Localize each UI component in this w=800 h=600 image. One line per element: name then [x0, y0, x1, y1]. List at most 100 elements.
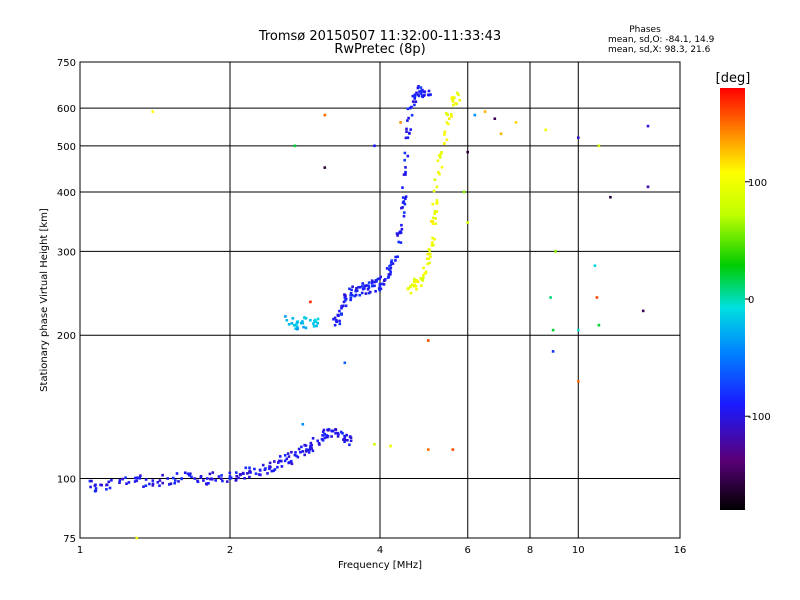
data-point	[190, 475, 193, 479]
data-point	[287, 455, 291, 458]
data-point	[351, 285, 354, 288]
data-point	[302, 325, 305, 329]
data-point	[340, 305, 344, 308]
data-point	[235, 475, 238, 478]
data-point	[433, 237, 436, 241]
data-point	[331, 429, 334, 433]
data-point	[174, 479, 177, 482]
data-point	[450, 97, 454, 101]
data-point	[161, 473, 164, 477]
data-point	[118, 479, 122, 482]
data-point	[445, 138, 449, 142]
data-point	[401, 201, 405, 204]
scatter-point	[462, 190, 466, 194]
data-point	[183, 471, 187, 474]
y-axis-label: Stationary phase Virtual Height [km]	[39, 208, 50, 392]
data-point	[378, 288, 381, 292]
data-point	[136, 476, 139, 479]
data-point	[295, 454, 298, 458]
data-point	[296, 327, 299, 330]
scatter-point	[551, 328, 555, 332]
data-point	[297, 447, 301, 451]
data-point	[438, 172, 441, 176]
data-point	[309, 441, 313, 445]
data-point	[387, 275, 391, 278]
data-point	[341, 432, 344, 435]
data-point	[258, 469, 262, 472]
data-point	[340, 306, 343, 310]
x-tick-label: 8	[527, 545, 533, 556]
scatter-point	[427, 448, 430, 451]
data-point	[205, 482, 208, 485]
scatter-point	[389, 444, 392, 448]
data-point	[166, 477, 169, 480]
data-point	[161, 481, 164, 485]
y-tick-label: 600	[57, 104, 76, 115]
data-point	[301, 450, 305, 453]
data-point	[134, 476, 137, 480]
data-point	[248, 471, 252, 474]
data-point	[419, 89, 423, 93]
scatter-point	[577, 380, 580, 383]
data-point	[379, 275, 382, 279]
data-point	[377, 287, 381, 290]
data-point	[327, 429, 330, 432]
scatter-point	[151, 110, 155, 113]
scatter-point	[343, 361, 347, 365]
data-point	[294, 327, 297, 330]
data-point	[357, 286, 360, 289]
data-point	[342, 300, 346, 304]
data-point	[450, 113, 453, 116]
data-point	[304, 326, 308, 330]
data-point	[413, 103, 416, 107]
scatter-point	[514, 121, 518, 124]
phase-info-line2: mean, sd,X: 98.3, 21.6	[608, 45, 711, 55]
data-point	[422, 273, 425, 277]
data-point	[434, 222, 438, 225]
data-point	[226, 480, 229, 483]
data-point	[318, 443, 321, 446]
data-point	[196, 480, 200, 484]
data-point	[332, 317, 335, 321]
data-point	[455, 91, 459, 95]
y-tick-label: 100	[57, 475, 76, 486]
data-point	[338, 319, 341, 323]
data-point	[407, 116, 410, 120]
data-point	[344, 294, 347, 298]
data-point	[320, 437, 324, 441]
data-point	[419, 92, 423, 95]
data-point	[303, 316, 306, 319]
data-point	[199, 476, 203, 479]
data-point	[403, 151, 407, 155]
data-point	[254, 472, 258, 475]
data-point	[422, 266, 425, 270]
data-point	[409, 128, 412, 131]
data-point	[139, 474, 142, 477]
data-point	[285, 457, 289, 461]
data-point	[276, 465, 279, 469]
data-point	[370, 281, 374, 285]
colorbar-ticks: 100 0 -100	[745, 178, 771, 423]
data-point	[420, 284, 423, 287]
data-point	[400, 206, 403, 210]
data-point	[431, 241, 434, 244]
data-point	[304, 317, 308, 320]
scatter-point	[551, 350, 555, 353]
y-tick-label: 300	[57, 247, 76, 258]
data-point	[169, 482, 173, 485]
data-point	[389, 273, 392, 276]
data-point	[343, 436, 347, 439]
data-point	[416, 280, 420, 283]
data-point	[431, 222, 435, 225]
data-point	[438, 154, 441, 157]
data-point	[423, 93, 426, 97]
data-point	[451, 98, 455, 102]
data-point	[121, 477, 124, 481]
data-point	[361, 285, 364, 288]
data-point	[228, 475, 232, 478]
y-tick-label: 400	[57, 188, 76, 199]
data-point	[383, 279, 386, 283]
data-point	[363, 284, 367, 288]
colorbar-tick-label: 100	[748, 178, 767, 189]
data-point	[158, 484, 161, 487]
